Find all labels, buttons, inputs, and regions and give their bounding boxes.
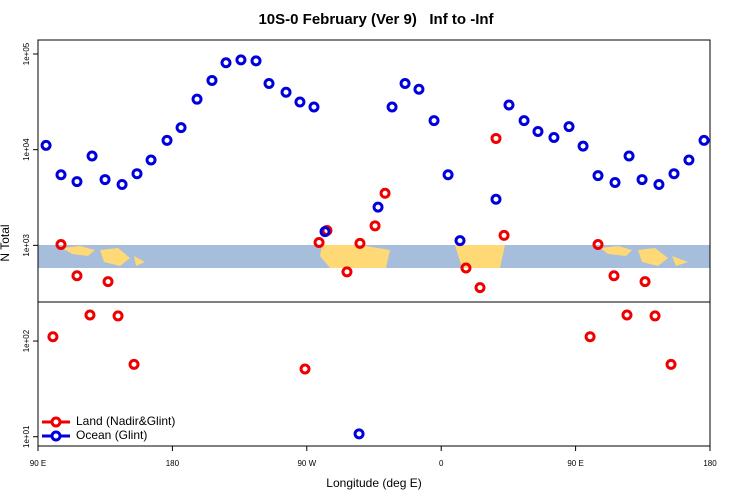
point xyxy=(71,176,83,188)
point xyxy=(55,169,67,181)
point xyxy=(665,358,677,370)
point xyxy=(584,331,596,343)
point xyxy=(379,187,391,199)
point xyxy=(131,168,143,180)
point xyxy=(40,139,52,151)
point xyxy=(206,74,218,86)
y-tick-label: 1e+01 xyxy=(22,425,31,448)
point xyxy=(372,201,384,213)
point xyxy=(84,309,96,321)
point xyxy=(145,154,157,166)
x-tick-label: 0 xyxy=(439,459,444,468)
point xyxy=(548,132,560,144)
point xyxy=(636,174,648,186)
x-tick-label: 90 E xyxy=(567,459,583,468)
legend-label: Ocean (Glint) xyxy=(76,428,147,442)
x-tick-label: 90 W xyxy=(297,459,316,468)
point xyxy=(294,96,306,108)
point xyxy=(353,428,365,440)
x-tick-label: 180 xyxy=(703,459,717,468)
point xyxy=(577,140,589,152)
land-shape xyxy=(320,245,390,268)
point xyxy=(86,150,98,162)
point xyxy=(460,262,472,274)
y-tick-label: 1e+02 xyxy=(22,329,31,352)
point xyxy=(161,134,173,146)
y-tick-label: 1e+05 xyxy=(22,42,31,65)
point xyxy=(518,115,530,127)
point xyxy=(563,121,575,133)
point xyxy=(354,237,366,249)
point xyxy=(369,220,381,232)
point xyxy=(442,169,454,181)
point xyxy=(99,174,111,186)
point xyxy=(308,101,320,113)
point xyxy=(698,134,710,146)
point xyxy=(649,310,661,322)
y-tick-label: 1e+03 xyxy=(22,234,31,257)
point xyxy=(490,193,502,205)
point xyxy=(386,101,398,113)
point xyxy=(592,170,604,182)
point xyxy=(413,83,425,95)
point xyxy=(299,363,311,375)
point xyxy=(399,77,411,89)
point xyxy=(116,178,128,190)
point xyxy=(532,125,544,137)
x-tick-label: 90 E xyxy=(30,459,46,468)
point xyxy=(71,270,83,282)
point xyxy=(609,176,621,188)
point xyxy=(250,55,262,67)
land-shape xyxy=(62,246,145,266)
map-strip xyxy=(38,245,710,268)
point xyxy=(191,93,203,105)
point xyxy=(683,154,695,166)
point xyxy=(102,276,114,288)
point xyxy=(47,331,59,343)
point xyxy=(112,310,124,322)
point xyxy=(428,115,440,127)
point xyxy=(319,226,331,238)
point xyxy=(639,276,651,288)
point xyxy=(668,168,680,180)
point xyxy=(128,358,140,370)
point xyxy=(623,150,635,162)
x-tick-label: 180 xyxy=(166,459,180,468)
legend-label: Land (Nadir&Glint) xyxy=(76,414,175,428)
x-axis-label: Longitude (deg E) xyxy=(326,476,421,490)
point xyxy=(592,239,604,251)
point xyxy=(608,270,620,282)
y-tick-label: 1e+04 xyxy=(22,138,31,161)
legend-marker xyxy=(50,416,62,428)
land-shape xyxy=(600,246,688,266)
plot-frame xyxy=(37,39,711,447)
point xyxy=(263,77,275,89)
point xyxy=(235,54,247,66)
legend-marker xyxy=(50,430,62,442)
point xyxy=(490,132,502,144)
chart-title: 10S-0 February (Ver 9) Inf to -Inf xyxy=(258,11,494,28)
point xyxy=(621,309,633,321)
y-axis-label: N Total xyxy=(0,224,12,261)
point xyxy=(313,237,325,249)
point xyxy=(653,178,665,190)
point xyxy=(474,282,486,294)
point xyxy=(175,122,187,134)
point xyxy=(503,99,515,111)
point xyxy=(454,235,466,247)
point xyxy=(280,86,292,98)
point xyxy=(341,266,353,278)
point xyxy=(498,229,510,241)
point xyxy=(220,57,232,69)
land-shape xyxy=(455,245,505,268)
point xyxy=(55,239,67,251)
